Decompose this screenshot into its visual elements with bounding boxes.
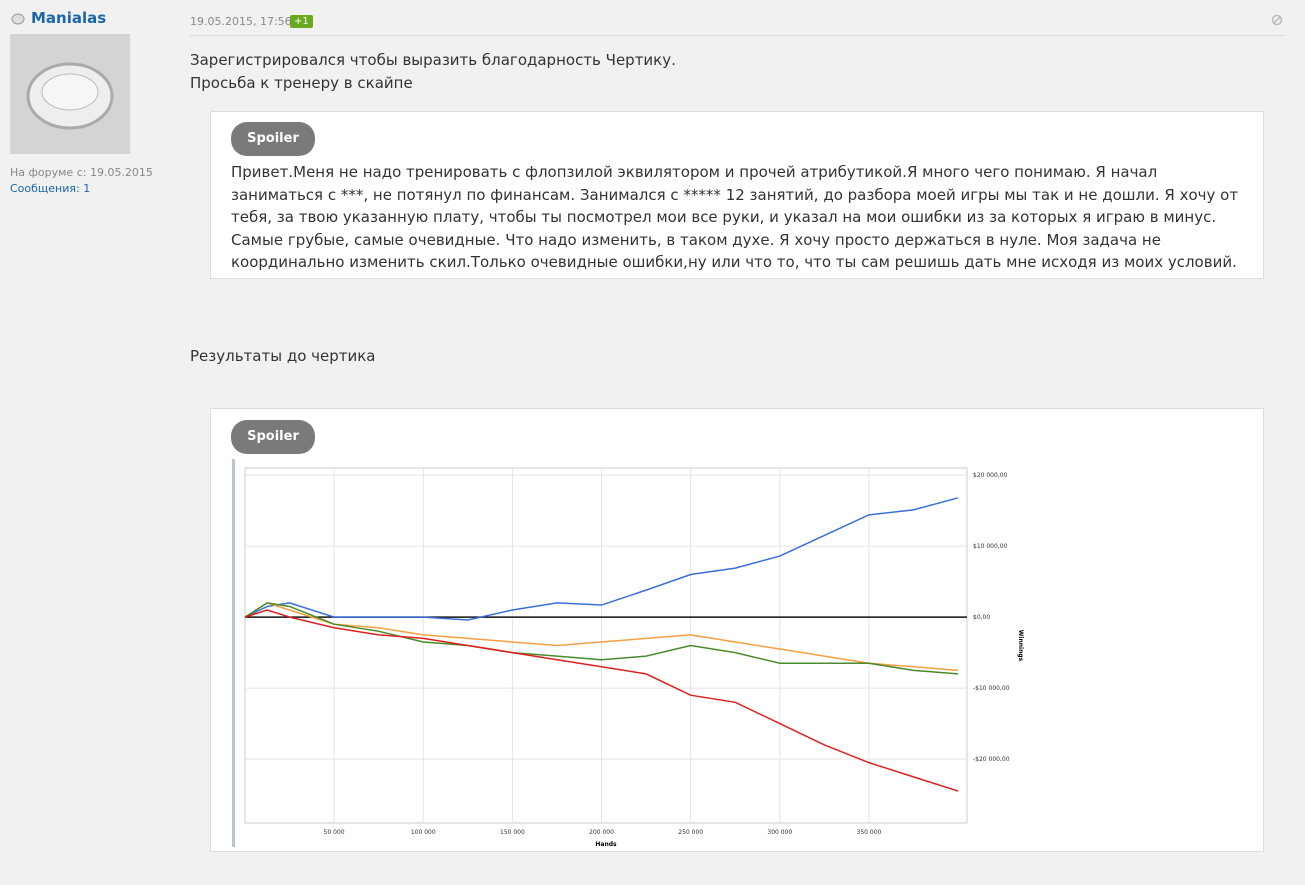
username[interactable]: Manialas bbox=[31, 9, 107, 27]
frame-edge bbox=[232, 459, 235, 847]
y-tick-label: -$10 000,00 bbox=[973, 685, 1010, 692]
results-text: Результаты до чертика bbox=[190, 347, 376, 365]
x-axis-label: Hands bbox=[595, 841, 617, 847]
report-icon[interactable] bbox=[1271, 14, 1283, 26]
series-line bbox=[244, 497, 959, 621]
y-tick-label: $10 000,00 bbox=[973, 543, 1008, 550]
spoiler-button[interactable]: Spoiler bbox=[231, 420, 315, 454]
y-tick-label: $20 000,00 bbox=[973, 472, 1008, 479]
status-icon bbox=[11, 13, 25, 25]
plot-area bbox=[244, 467, 968, 824]
series-line bbox=[244, 609, 959, 792]
likes: +1 bbox=[290, 15, 313, 28]
joined: На форуме с: 19.05.2015 bbox=[10, 166, 153, 179]
spoiler: Spoiler Привет.Меня не надо тренировать … bbox=[210, 111, 1264, 279]
x-tick-label: 200 000 bbox=[589, 829, 614, 836]
spoiler-button[interactable]: Spoiler bbox=[231, 122, 315, 156]
x-tick-label: 350 000 bbox=[857, 829, 882, 836]
y-axis-label: Winnings bbox=[1017, 630, 1024, 662]
messages[interactable]: Сообщения: 1 bbox=[10, 182, 91, 195]
x-tick-label: 50 000 bbox=[324, 829, 345, 836]
avatar[interactable] bbox=[10, 34, 130, 154]
y-tick-label: -$20 000,00 bbox=[973, 756, 1010, 763]
chart: 50 000 100 000 150 000 200 000 250 000 300 00… bbox=[230, 459, 1030, 847]
post-text: Зарегистрировался чтобы выразить благода… bbox=[190, 49, 676, 95]
spoiler-text: Привет.Меня не надо тренировать с флопзи… bbox=[231, 163, 1239, 271]
x-tick-label: 250 000 bbox=[678, 829, 703, 836]
divider bbox=[190, 35, 1285, 36]
post-date: 19.05.2015, 17:56 bbox=[190, 15, 292, 28]
series-line bbox=[244, 602, 959, 675]
x-tick-label: 150 000 bbox=[500, 829, 525, 836]
text-line: Зарегистрировался чтобы выразить благода… bbox=[190, 51, 676, 69]
y-tick-label: $0,00 bbox=[973, 614, 990, 621]
text-line: Просьба к тренеру в скайпе bbox=[190, 74, 413, 92]
x-tick-label: 300 000 bbox=[767, 829, 792, 836]
x-tick-label: 100 000 bbox=[411, 829, 436, 836]
